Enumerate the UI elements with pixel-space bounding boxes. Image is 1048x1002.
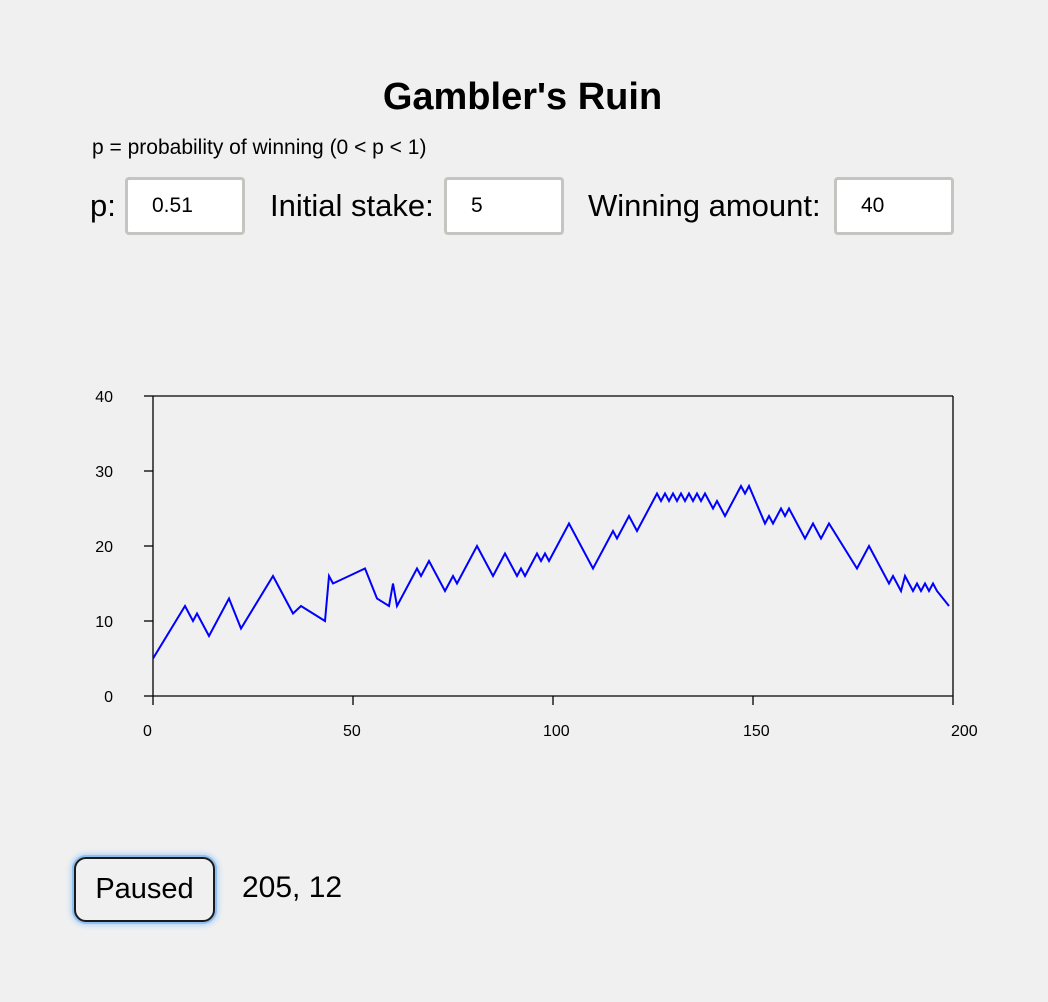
pause-toggle-button[interactable]: Paused bbox=[74, 857, 215, 922]
x-tick-label: 0 bbox=[143, 723, 152, 740]
x-tick-label: 100 bbox=[543, 723, 570, 740]
y-tick-label: 10 bbox=[95, 614, 113, 631]
step-stake-readout: 205, 12 bbox=[242, 871, 343, 904]
y-tick-label: 20 bbox=[95, 539, 113, 556]
x-tick-label: 200 bbox=[951, 723, 978, 740]
initial-stake-label: Initial stake: bbox=[270, 188, 434, 223]
x-tick-label: 150 bbox=[743, 723, 770, 740]
y-tick-label: 40 bbox=[95, 389, 113, 406]
y-tick-label: 30 bbox=[95, 464, 113, 481]
page-title: Gambler's Ruin bbox=[382, 76, 663, 118]
y-tick-label: 0 bbox=[104, 689, 113, 706]
probability-description: p = probability of winning (0 < p < 1) bbox=[92, 136, 427, 159]
x-tick-label: 50 bbox=[343, 723, 361, 740]
p-input[interactable] bbox=[125, 177, 245, 235]
winning-amount-input[interactable] bbox=[834, 177, 954, 235]
p-label: p: bbox=[90, 188, 116, 223]
stake-series-line bbox=[152, 483, 950, 660]
initial-stake-input[interactable] bbox=[444, 177, 564, 235]
winning-amount-label: Winning amount: bbox=[588, 188, 821, 223]
